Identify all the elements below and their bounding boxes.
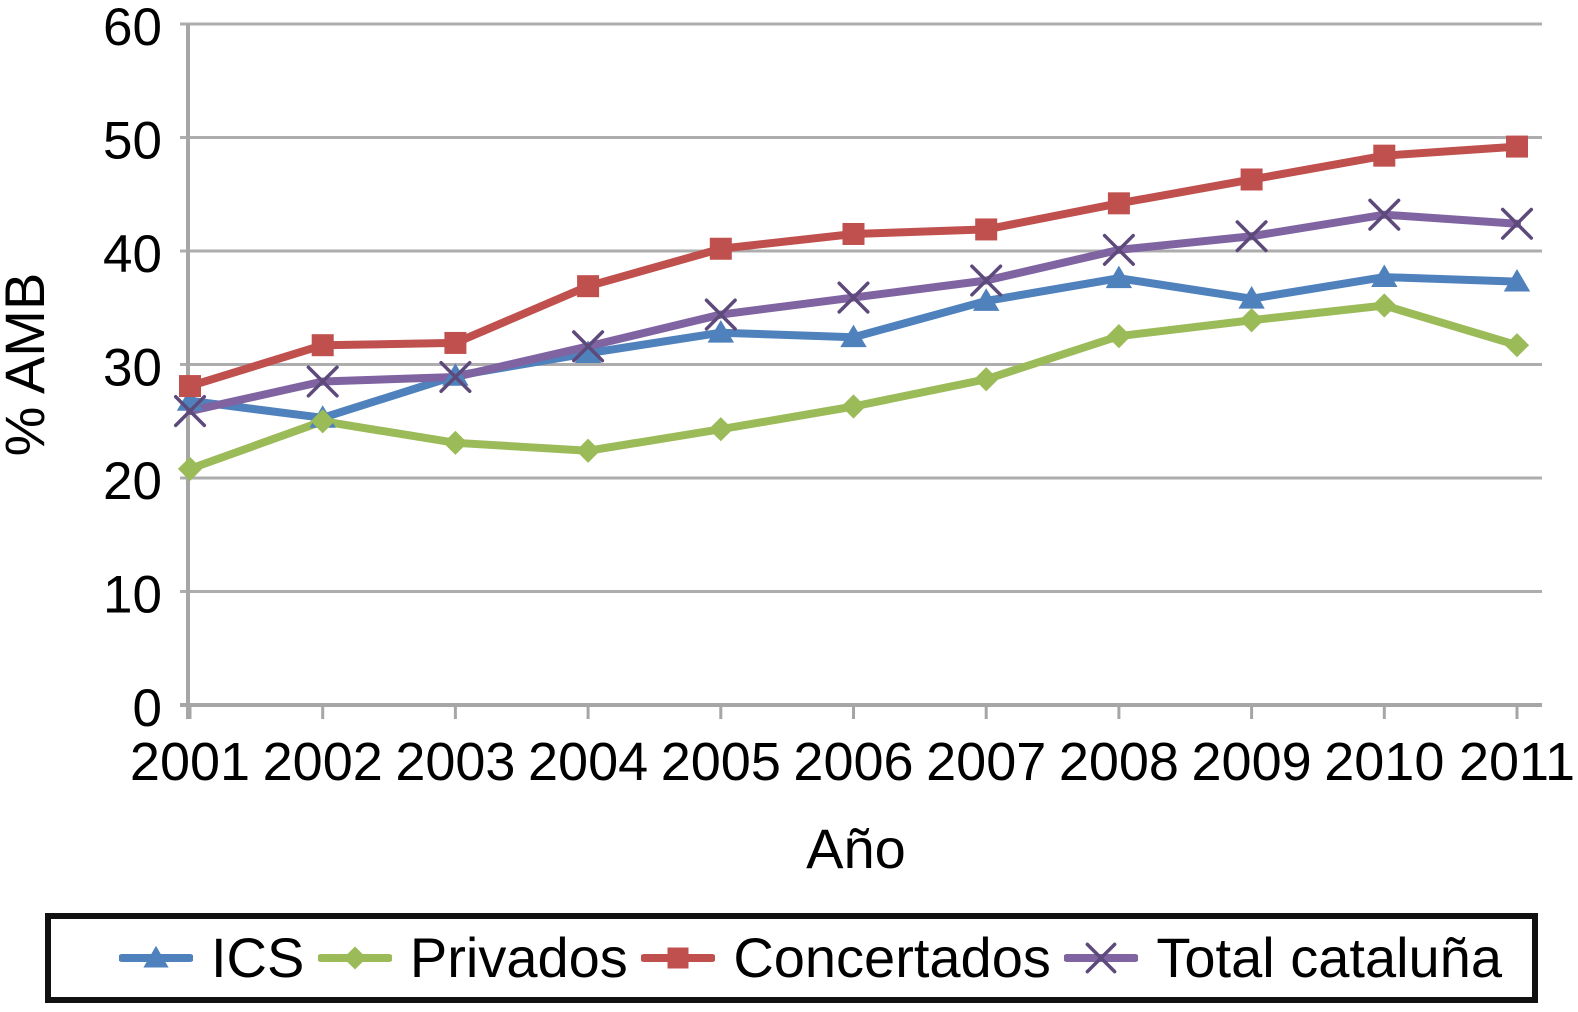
- data-point-total-cataluna-2009: [1235, 220, 1268, 253]
- data-point-ics-2010: [1371, 264, 1398, 288]
- ics-marker-glyph: [143, 945, 169, 968]
- legend-item-privados: Privados: [317, 926, 628, 989]
- legend-item-total-cataluna: Total cataluña: [1064, 930, 1502, 986]
- privados-marker-glyph: [343, 946, 367, 970]
- data-point-ics-2004: [574, 340, 602, 364]
- data-point-total-cataluna-2002: [306, 365, 339, 398]
- data-point-privados-2003: [443, 430, 468, 455]
- x-tick-label-2006: 2006: [793, 732, 913, 792]
- chart-legend: ICS Privados Concertados Total cataluña: [45, 913, 1538, 1003]
- data-point-ics-2003: [442, 363, 469, 386]
- data-point-ics-2011: [1503, 268, 1531, 292]
- x-tick-label-2004: 2004: [528, 732, 648, 792]
- data-point-concertados-2009: [1240, 168, 1263, 191]
- data-point-concertados-2008: [1107, 192, 1130, 215]
- x-tick-label-2007: 2007: [926, 732, 1046, 792]
- legend-label: Concertados: [733, 926, 1051, 989]
- y-axis-title: % AMB: [0, 273, 56, 457]
- y-tick-label-50: 50: [103, 112, 162, 171]
- ics-marker-icon: [119, 945, 193, 968]
- x-tick-label-2002: 2002: [263, 732, 383, 792]
- y-tick-label-30: 30: [103, 339, 162, 398]
- data-point-privados-2009: [1239, 308, 1264, 333]
- data-point-privados-2002: [310, 409, 335, 434]
- data-point-privados-2011: [1504, 333, 1530, 358]
- data-point-total-cataluna-2007: [970, 264, 1003, 297]
- data-point-total-cataluna-2011: [1500, 207, 1534, 240]
- data-point-total-cataluna-2004: [572, 330, 605, 363]
- legend-item-concertados: Concertados: [641, 930, 1051, 986]
- series-markers-total-cataluna: [173, 198, 1534, 428]
- data-point-concertados-2005: [709, 237, 732, 260]
- legend-item-ics: ICS: [119, 930, 304, 986]
- data-point-concertados-2004: [577, 275, 600, 298]
- data-point-privados-2005: [708, 417, 733, 442]
- data-point-concertados-2010: [1373, 144, 1396, 167]
- data-point-total-cataluna-2008: [1102, 233, 1135, 266]
- data-point-ics-2007: [973, 288, 1000, 311]
- data-point-total-cataluna-2006: [837, 281, 870, 314]
- series-line-concertados: [186, 142, 1521, 391]
- concertados-marker-glyph: [667, 947, 689, 969]
- concertados-marker-icon: [641, 947, 716, 969]
- x-tick-label-2009: 2009: [1192, 732, 1312, 792]
- total-cataluna-marker-icon: [1064, 942, 1139, 974]
- data-point-concertados-2001: [179, 375, 201, 398]
- data-point-concertados-2003: [444, 331, 467, 354]
- total-cataluna-marker-glyph: [1085, 942, 1117, 974]
- x-tick-label-2008: 2008: [1059, 732, 1179, 792]
- series-markers-concertados: [179, 135, 1528, 398]
- data-point-ics-2008: [1105, 265, 1133, 289]
- data-point-privados-2004: [576, 438, 601, 463]
- data-point-ics-2009: [1238, 286, 1265, 309]
- legend-label: Total cataluña: [1156, 926, 1502, 989]
- data-point-privados-2007: [974, 367, 999, 392]
- data-point-total-cataluna-2005: [704, 298, 737, 331]
- x-tick-label-2003: 2003: [395, 732, 515, 792]
- data-point-total-cataluna-2003: [439, 360, 472, 394]
- x-tick-label-2001: 2001: [130, 732, 250, 792]
- data-point-total-cataluna-2001: [173, 394, 207, 428]
- legend-label: Privados: [409, 926, 628, 989]
- data-point-privados-2010: [1372, 293, 1397, 318]
- y-tick-label-20: 20: [103, 452, 162, 511]
- privados-marker-icon: [317, 946, 392, 970]
- data-point-concertados-2007: [975, 218, 998, 241]
- series-markers-privados: [177, 293, 1530, 482]
- data-point-privados-2001: [177, 456, 203, 482]
- data-point-concertados-2006: [842, 222, 865, 245]
- y-tick-label-0: 0: [133, 679, 162, 738]
- y-tick-label-60: 60: [103, 0, 162, 57]
- data-point-ics-2005: [707, 320, 734, 343]
- x-tick-label-2005: 2005: [661, 732, 781, 792]
- data-point-total-cataluna-2010: [1368, 198, 1401, 231]
- data-point-privados-2008: [1106, 324, 1131, 349]
- data-point-ics-2006: [840, 324, 867, 348]
- data-point-concertados-2011: [1506, 135, 1528, 158]
- x-axis-title: Año: [806, 817, 906, 880]
- x-tick-label-2011: 2011: [1459, 732, 1575, 792]
- y-tick-label-10: 10: [103, 566, 162, 625]
- data-point-concertados-2002: [311, 334, 334, 357]
- x-tick-label-2010: 2010: [1324, 732, 1444, 792]
- y-tick-label-40: 40: [103, 225, 162, 284]
- legend-label: ICS: [211, 926, 305, 989]
- data-point-privados-2006: [841, 394, 866, 419]
